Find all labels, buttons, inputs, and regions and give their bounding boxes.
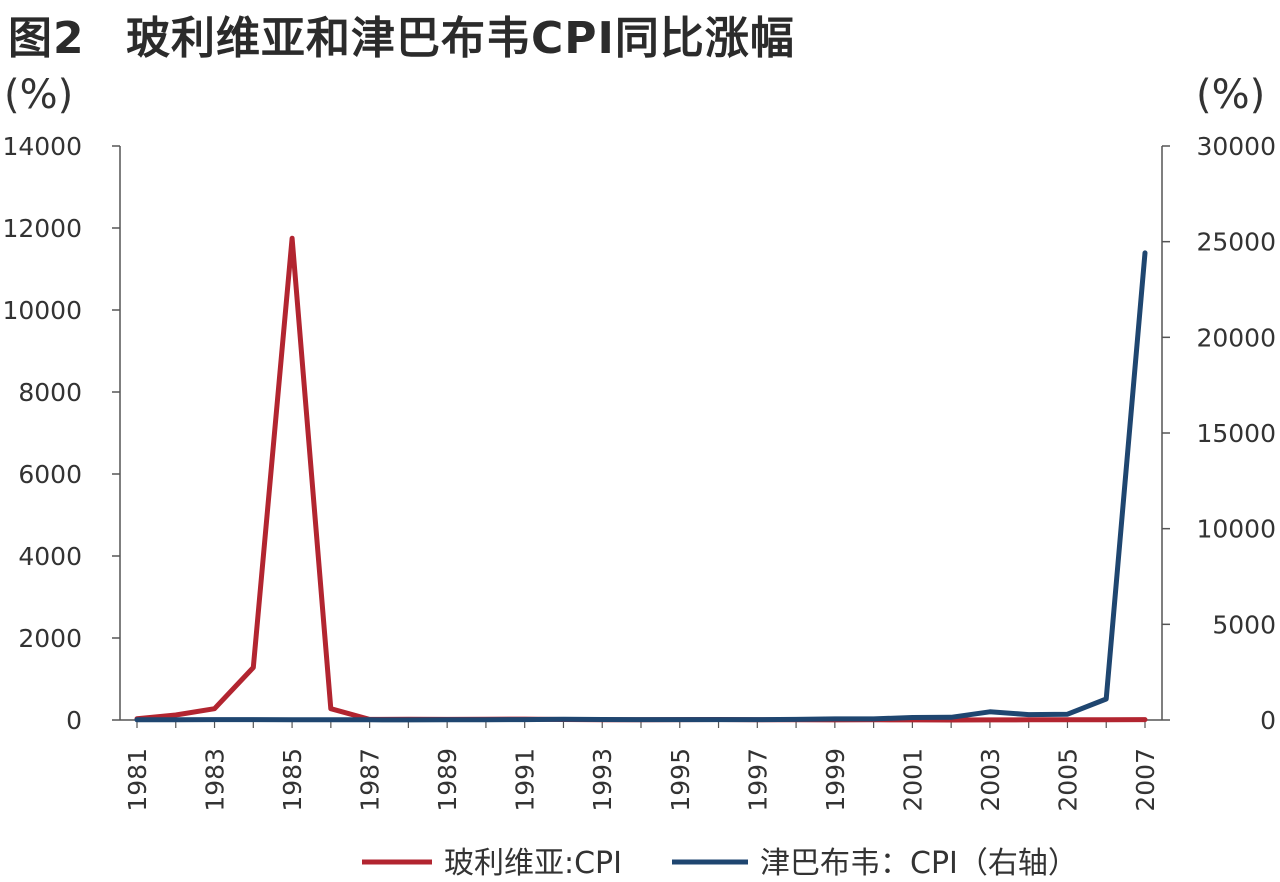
x-tick-label: 1993 <box>588 748 617 812</box>
x-tick-label: 1999 <box>821 748 850 812</box>
right-y-tick-label: 0 <box>1260 706 1276 735</box>
x-tick-label: 1985 <box>278 748 307 812</box>
left-y-tick-label: 8000 <box>18 378 82 407</box>
x-tick-label: 1991 <box>511 748 540 812</box>
x-tick-label: 1997 <box>743 748 772 812</box>
left-y-tick-label: 4000 <box>18 542 82 571</box>
x-tick-label: 2003 <box>976 748 1005 812</box>
x-tick-label: 2007 <box>1131 748 1160 812</box>
x-tick-label: 1981 <box>123 748 152 812</box>
bolivia-cpi-line <box>134 235 1148 723</box>
x-tick-label: 1989 <box>433 748 462 812</box>
x-tick-label: 1983 <box>201 748 230 812</box>
figure-number: 图2 <box>8 13 85 64</box>
right-y-tick-label: 25000 <box>1196 228 1276 257</box>
left-y-tick-label: 0 <box>66 706 82 735</box>
zimbabwe-cpi-line <box>134 250 1148 723</box>
right-y-tick-label: 10000 <box>1196 515 1276 544</box>
x-tick-label: 1995 <box>666 748 695 812</box>
figure-title-text: 玻利维亚和津巴布韦CPI同比涨幅 <box>126 13 795 64</box>
legend: 玻利维亚:CPI 津巴布韦：CPI（右轴） <box>362 846 1078 881</box>
left-y-tick-label: 10000 <box>2 296 82 325</box>
right-y-tick-label: 15000 <box>1196 419 1276 448</box>
x-tick-label: 2001 <box>898 748 927 812</box>
axes: 0 2000 4000 6000 8000 10000 12000 14000 0 5000 100… <box>2 132 1276 812</box>
left-y-tick-label: 6000 <box>18 460 82 489</box>
left-axis-unit: (%) <box>4 72 74 118</box>
right-y-tick-label: 30000 <box>1196 132 1276 161</box>
x-tick-label: 2005 <box>1053 748 1082 812</box>
left-y-tick-label: 14000 <box>2 132 82 161</box>
right-y-tick-label: 5000 <box>1212 610 1276 639</box>
left-y-tick-label: 2000 <box>18 624 82 653</box>
legend-label-bolivia: 玻利维亚:CPI <box>444 846 622 881</box>
x-tick-label: 1987 <box>356 748 385 812</box>
series-lines <box>134 235 1148 723</box>
left-y-tick-label: 12000 <box>2 214 82 243</box>
right-axis-unit: (%) <box>1196 72 1266 118</box>
chart-title: 图2 玻利维亚和津巴布韦CPI同比涨幅 <box>8 2 795 66</box>
right-y-tick-label: 20000 <box>1196 323 1276 352</box>
legend-label-zimbabwe: 津巴布韦：CPI（右轴） <box>760 846 1078 881</box>
